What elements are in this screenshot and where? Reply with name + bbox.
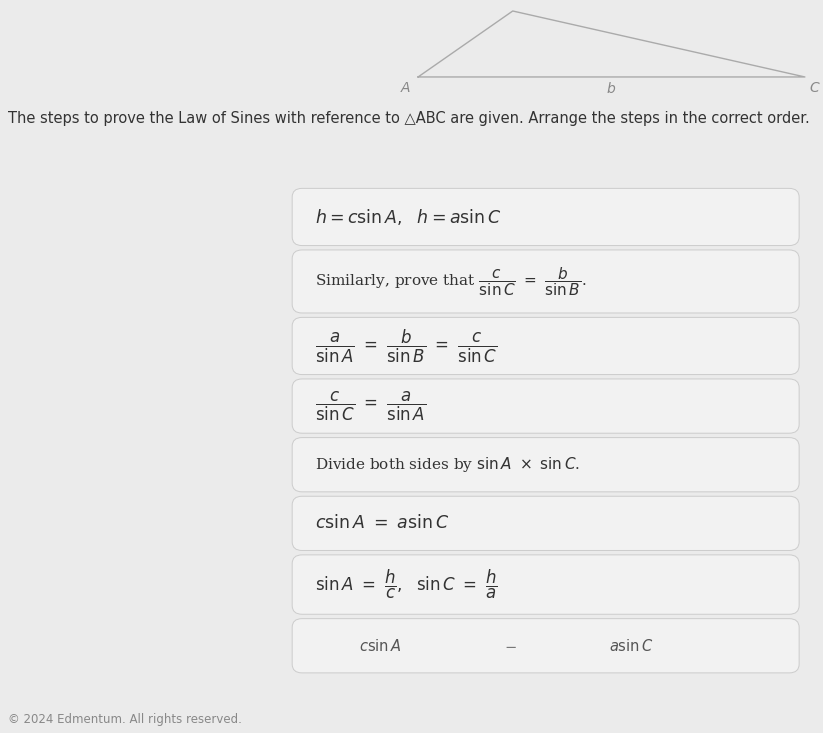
FancyBboxPatch shape (292, 555, 799, 614)
Text: $a\sin C$: $a\sin C$ (609, 638, 653, 654)
Text: $-$: $-$ (504, 638, 517, 653)
Text: Divide both sides by $\sin A\ \times\ \sin C$.: Divide both sides by $\sin A\ \times\ \s… (315, 455, 580, 474)
Text: The steps to prove the Law of Sines with reference to △ABC are given. Arrange th: The steps to prove the Law of Sines with… (8, 111, 810, 126)
Text: $c\sin A$: $c\sin A$ (359, 638, 401, 654)
Text: $\sin A\ =\ \dfrac{h}{c},\ \ \sin C\ =\ \dfrac{h}{a}$: $\sin A\ =\ \dfrac{h}{c},\ \ \sin C\ =\ … (315, 568, 498, 601)
Text: $\dfrac{a}{\sin A}\ =\ \dfrac{b}{\sin B}\ =\ \dfrac{c}{\sin C}$: $\dfrac{a}{\sin A}\ =\ \dfrac{b}{\sin B}… (315, 328, 498, 364)
FancyBboxPatch shape (292, 619, 799, 673)
Text: $h = c\sin A,\ \ h = a\sin C$: $h = c\sin A,\ \ h = a\sin C$ (315, 207, 502, 227)
Text: A: A (400, 81, 410, 95)
Text: $c\sin A\ =\ a\sin C$: $c\sin A\ =\ a\sin C$ (315, 515, 449, 532)
FancyBboxPatch shape (292, 496, 799, 550)
Text: b: b (607, 82, 615, 96)
FancyBboxPatch shape (292, 188, 799, 246)
FancyBboxPatch shape (292, 438, 799, 492)
FancyBboxPatch shape (292, 379, 799, 433)
Text: C: C (809, 81, 819, 95)
FancyBboxPatch shape (292, 250, 799, 313)
Text: Similarly, prove that $\dfrac{c}{\sin C}\ =\ \dfrac{b}{\sin B}$.: Similarly, prove that $\dfrac{c}{\sin C}… (315, 265, 587, 298)
Text: $\dfrac{c}{\sin C}\ =\ \dfrac{a}{\sin A}$: $\dfrac{c}{\sin C}\ =\ \dfrac{a}{\sin A}… (315, 389, 426, 423)
FancyBboxPatch shape (292, 317, 799, 375)
Text: © 2024 Edmentum. All rights reserved.: © 2024 Edmentum. All rights reserved. (8, 712, 242, 726)
